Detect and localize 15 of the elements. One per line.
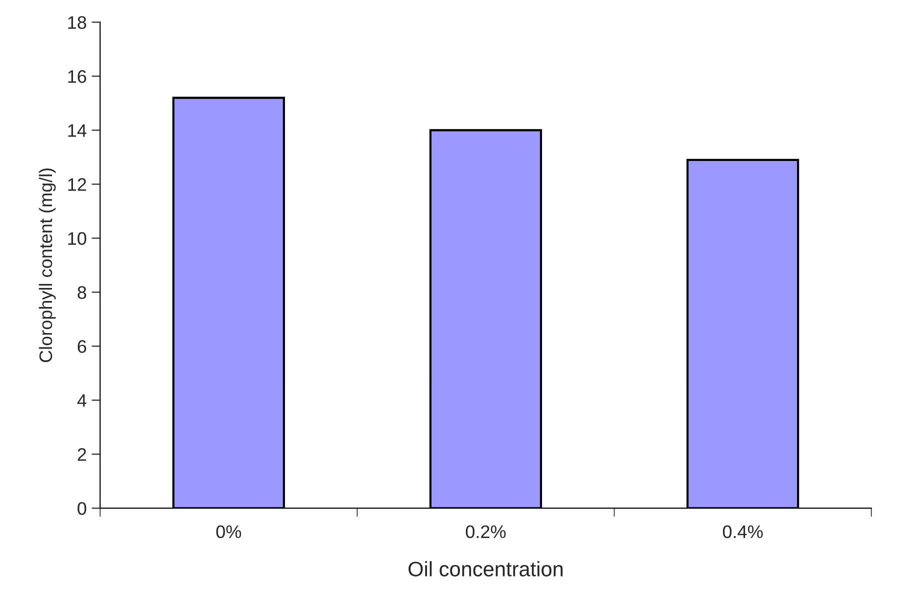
x-tick-label: 0%	[216, 525, 242, 538]
y-tick-label: 2	[78, 448, 86, 461]
y-tick-label: 0	[78, 502, 86, 515]
y-tick-label: 18	[68, 16, 86, 29]
y-tick-label: 12	[68, 178, 86, 191]
y-tick-label: 8	[78, 286, 86, 299]
y-tick-label: 10	[68, 232, 86, 245]
x-tick-label: 0.4%	[722, 525, 763, 538]
y-axis-title: Clorophyll content (mg/l)	[38, 168, 56, 362]
y-tick-label: 16	[68, 70, 86, 83]
y-tick-label: 4	[77, 394, 86, 407]
x-axis-title: Oil concentration	[408, 561, 563, 576]
x-tick-label: 0.2%	[466, 525, 506, 538]
y-tick-label: 6	[78, 340, 86, 353]
y-tick-label: 14	[68, 124, 86, 137]
